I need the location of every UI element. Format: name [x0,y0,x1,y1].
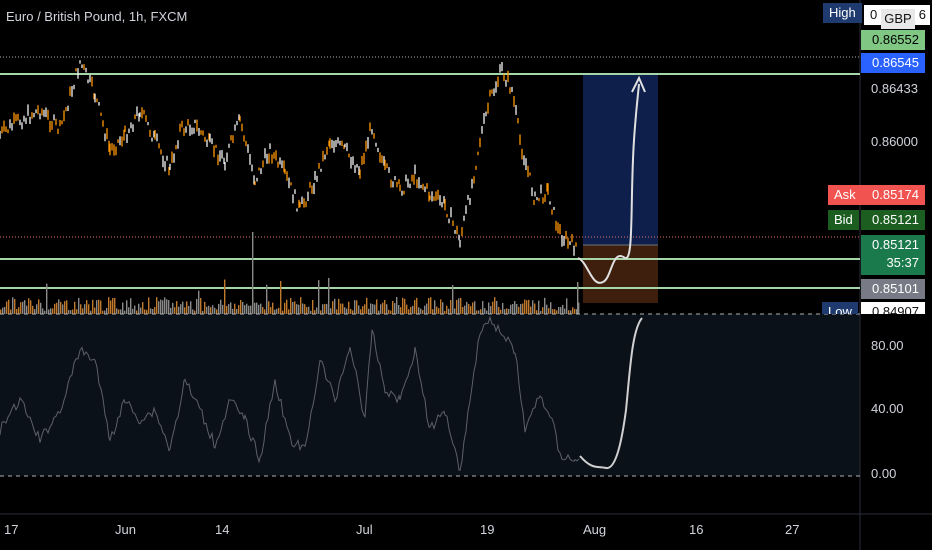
indicator-tick-label: 0.00 [871,466,897,481]
target-zone[interactable] [583,75,658,245]
indicator-tick-label: 40.00 [871,401,904,416]
currency-label[interactable]: GBP [881,9,915,29]
price-badge-blue: 0.86545 [861,53,925,73]
ask-value: 0.85174 [861,185,925,205]
low-tag: Low [822,302,858,314]
volume-series [0,232,580,314]
high-tag: High [823,3,862,23]
time-label: 14 [215,522,230,537]
time-label: Jul [356,522,373,537]
main-pane[interactable] [0,0,860,314]
bid-value: 0.85121 [861,210,925,230]
time-label: Aug [583,522,607,537]
stop-zone[interactable] [583,245,658,303]
indicator-tick-label: 80.00 [871,338,904,353]
support-badge: 0.85101 [861,279,925,299]
bar-countdown: 35:37 [886,255,919,270]
high-value-partial: 0 [870,7,878,22]
time-label: 27 [785,522,800,537]
time-label: Jun [115,522,136,537]
symbol-title[interactable]: Euro / British Pound, 1h, FXCM [6,9,188,24]
price-tick-label: 0.86000 [871,134,918,149]
ask-tag: Ask [828,185,862,205]
time-label: 19 [480,522,495,537]
time-label: 16 [689,522,704,537]
last-price-badge: 0.85121 35:37 [861,235,925,275]
low-value: 0.84907 [861,302,925,314]
price-tick-label: 0.86433 [871,81,918,96]
oscillator-series [0,315,580,471]
price-badge-green: 0.86552 [861,30,925,50]
high-value-tail: 6 [918,7,926,22]
bid-tag: Bid [828,210,859,230]
time-label: 17 [4,522,19,537]
projection-arrow [577,83,640,284]
last-price-value: 0.85121 [872,237,919,252]
oscillator-projection [579,317,643,469]
price-series [0,60,577,256]
indicator-pane[interactable] [0,314,860,476]
projection-arrow-head [631,75,646,93]
